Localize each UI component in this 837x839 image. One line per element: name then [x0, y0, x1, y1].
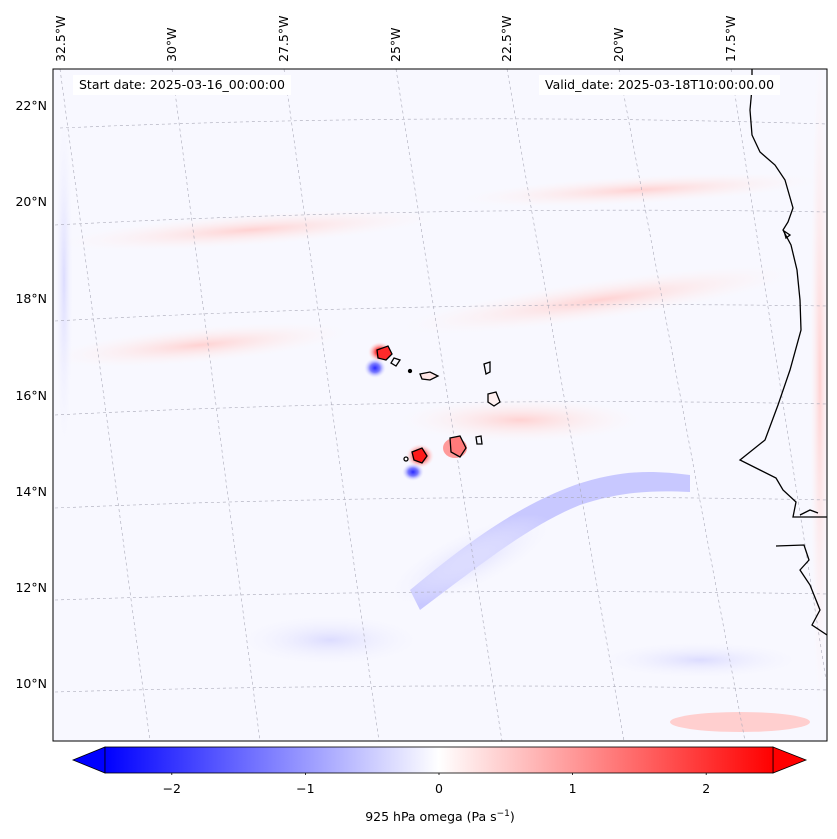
colorbar-tick-label: −2 [162, 781, 182, 796]
colorbar-body [104, 746, 774, 774]
lon-label: 27.5°W [276, 15, 291, 62]
lat-label: 10°N [15, 676, 47, 691]
lon-label: 30°W [164, 27, 179, 62]
colorbar-low-extend [71, 746, 106, 774]
coastline-africa [738, 69, 827, 636]
lon-label: 25°W [388, 27, 403, 62]
omega-field [53, 69, 827, 741]
colorbar-high-extend [772, 746, 808, 774]
colorbar-tick-label: 1 [568, 781, 577, 796]
colorbar-tick-label: 2 [702, 781, 711, 796]
colorbar-tick-label: −1 [296, 781, 315, 796]
colorbar-graphic [71, 746, 808, 775]
coastline-cape-verde [376, 345, 501, 464]
colorbar-tick-label: 0 [435, 781, 443, 796]
colorbar-title-text: 925 hPa omega (Pa s [365, 809, 497, 825]
map-canvas [52, 68, 828, 742]
valid-date-label: Valid_date: 2025-03-18T10:00:00.00 [539, 75, 781, 95]
lat-label: 16°N [15, 388, 47, 403]
lat-label: 12°N [15, 580, 47, 595]
colorbar-ticks [171, 773, 707, 775]
lat-label: 18°N [15, 291, 47, 306]
map-panel: Start date: 2025-03-16_00:00:00 Valid_da… [15, 15, 828, 742]
colorbar-title: 925 hPa omega (Pa s−1) [290, 809, 590, 824]
lon-label: 22.5°W [499, 15, 514, 62]
colorbar: −2 −1 0 1 2 925 hPa omega (Pa s−1) [0, 745, 837, 839]
colorbar-title-suffix: ) [509, 809, 515, 825]
lon-label: 17.5°W [723, 15, 738, 62]
lat-label: 14°N [15, 484, 47, 499]
lat-label: 22°N [15, 98, 47, 113]
start-date-label: Start date: 2025-03-16_00:00:00 [73, 75, 291, 95]
lon-label: 32.5°W [53, 15, 68, 62]
gridlines [54, 69, 827, 741]
lat-label: 20°N [15, 194, 47, 209]
map-frame [52, 68, 828, 742]
lon-label: 20°W [611, 27, 626, 62]
colorbar-title-exponent: −1 [496, 809, 510, 819]
